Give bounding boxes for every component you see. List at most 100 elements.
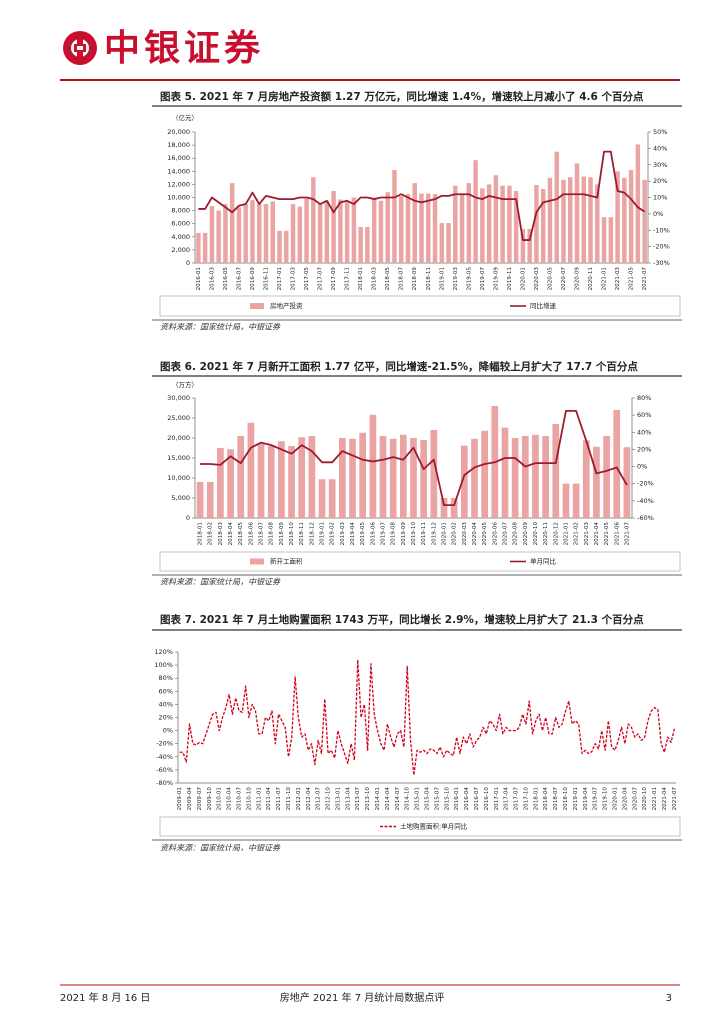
x-tick-label: 2017-03 <box>291 267 297 291</box>
y2-tick-label: 20% <box>637 445 651 453</box>
x-tick-label: 2020-05 <box>482 522 488 546</box>
bar <box>450 498 458 518</box>
x-tick-label: 2015-01 <box>415 787 421 811</box>
y-tick-label: 14,000 <box>167 167 190 175</box>
y2-tick-label: 60% <box>637 411 651 419</box>
bar <box>338 199 343 263</box>
x-tick-label: 2020-04 <box>622 787 628 811</box>
x-tick-label: 2018-09 <box>412 267 418 291</box>
legend-label: 新开工面积 <box>270 557 303 566</box>
bar <box>331 190 336 263</box>
bar <box>493 175 499 263</box>
legend-label: 同比增速 <box>530 301 557 310</box>
x-tick-label: 2016-01 <box>196 267 202 291</box>
bar <box>593 446 600 518</box>
bar <box>278 441 285 518</box>
legend-label: 房地产投资 <box>270 301 303 310</box>
x-tick-label: 2013-07 <box>355 787 361 811</box>
bar <box>379 436 387 518</box>
bar <box>432 194 438 263</box>
y-tick-label: 0% <box>163 727 173 735</box>
x-tick-label: 2019-04 <box>583 787 589 811</box>
y-tick-label: 10,000 <box>167 474 190 482</box>
chart-title: 图表 7. 2021 年 7 月土地购置面积 1743 万平，同比增长 2.9%… <box>160 613 644 626</box>
bar <box>507 185 512 263</box>
y-tick-label: -60% <box>156 766 173 774</box>
bar <box>486 184 492 263</box>
x-tick-label: 2018-03 <box>218 522 224 546</box>
x-tick-label: 2020-04 <box>472 522 478 546</box>
bar <box>247 422 255 518</box>
bar <box>520 228 526 263</box>
bar <box>568 177 573 263</box>
x-tick-label: 2020-11 <box>588 267 594 291</box>
x-tick-label: 2014-07 <box>395 787 401 811</box>
x-tick-label: 2021-01 <box>602 267 608 291</box>
x-tick-label: 2013-10 <box>365 787 371 811</box>
x-tick-label: 2020-09 <box>575 267 581 291</box>
series-line <box>179 659 675 776</box>
bar <box>237 436 245 518</box>
bar <box>453 185 458 263</box>
x-tick-label: 2019-03 <box>453 267 459 291</box>
bar <box>196 482 204 518</box>
bar <box>521 436 529 518</box>
bar <box>615 171 620 263</box>
bar <box>277 230 282 263</box>
x-tick-label: 2020-08 <box>513 522 519 546</box>
logo <box>63 31 97 65</box>
y2-tick-label: 0% <box>637 463 647 471</box>
x-tick-label: 2009-01 <box>177 787 183 811</box>
bar <box>460 445 468 518</box>
bar <box>642 179 647 263</box>
x-tick-label: 2017-10 <box>523 787 529 811</box>
x-tick-label: 2019-02 <box>330 522 336 545</box>
x-tick-label: 2021-04 <box>594 522 600 546</box>
x-tick-label: 2021-07 <box>672 787 678 811</box>
x-tick-label: 2018-01 <box>358 267 364 291</box>
x-tick-label: 2017-01 <box>277 267 283 291</box>
x-tick-label: 2014-04 <box>385 787 391 811</box>
x-tick-label: 2018-04 <box>228 522 234 546</box>
x-tick-label: 2009-04 <box>187 787 193 811</box>
legend-swatch <box>250 303 264 309</box>
y-tick-label: 30,000 <box>167 394 190 402</box>
x-tick-label: 2020-02 <box>452 522 458 545</box>
y-tick-label: 8,000 <box>171 207 190 215</box>
x-tick-label: 2016-11 <box>263 267 269 291</box>
bar <box>298 437 306 518</box>
x-tick-label: 2021-01 <box>563 522 569 546</box>
x-tick-label: 2021-01 <box>652 787 658 811</box>
y-tick-label: 40% <box>159 700 173 708</box>
x-tick-label: 2017-07 <box>514 787 520 811</box>
x-tick-label: 2018-11 <box>426 267 432 291</box>
bar <box>588 177 593 263</box>
bar <box>405 194 411 263</box>
y2-tick-label: 30% <box>653 161 667 169</box>
x-tick-label: 2018-09 <box>279 522 285 546</box>
x-tick-label: 2020-10 <box>533 522 539 546</box>
x-tick-label: 2018-02 <box>208 522 214 545</box>
bar <box>328 479 336 518</box>
y-tick-label: 60% <box>159 687 173 695</box>
source-note: 资料来源：国家统计局，中银证券 <box>160 323 281 332</box>
bar <box>501 427 509 518</box>
bar <box>601 217 607 263</box>
x-tick-label: 2017-04 <box>504 787 510 811</box>
x-tick-label: 2021-07 <box>642 267 648 291</box>
bar <box>378 200 384 263</box>
x-tick-label: 2020-11 <box>543 522 549 546</box>
y-tick-label: -40% <box>156 753 173 761</box>
x-tick-label: 2019-05 <box>360 522 366 546</box>
bar <box>430 430 438 518</box>
legend-box <box>159 551 681 572</box>
bar <box>466 183 472 263</box>
x-tick-label: 2018-07 <box>259 522 265 546</box>
x-tick-label: 2019-07 <box>593 787 599 811</box>
bar <box>351 197 357 263</box>
y-tick-label: 0 <box>186 259 190 267</box>
bar <box>263 204 269 263</box>
x-tick-label: 2016-09 <box>250 267 256 291</box>
legend-label: 单月同比 <box>530 557 557 566</box>
x-tick-label: 2019-01 <box>439 267 445 291</box>
